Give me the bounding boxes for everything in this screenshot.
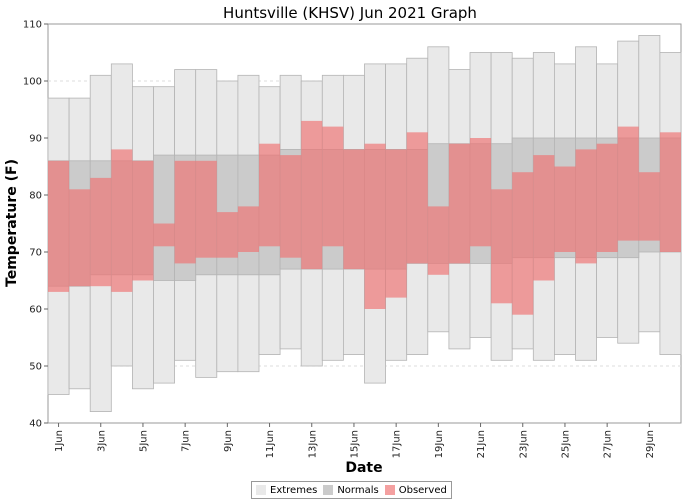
observed-bar [343,149,365,270]
series-observed [48,120,681,315]
observed-bar [237,206,259,252]
observed-bar [322,126,344,247]
observed-bar [153,223,175,247]
observed-bar [195,160,217,258]
observed-bar [301,120,323,270]
y-axis-label: Temperature (F) [4,159,20,287]
x-tick-label: 3Jun [96,430,107,452]
observed-bar [385,149,407,298]
observed-bar [617,126,639,241]
observed-bar [533,155,555,281]
x-tick-label: 27Jun [603,430,614,458]
x-tick-label: 9Jun [223,430,234,452]
x-tick-label: 21Jun [476,430,487,458]
y-tick-label: 100 [23,77,42,88]
chart-legend: Extremes Normals Observed [251,481,452,499]
observed-bar [280,155,302,258]
x-tick-label: 13Jun [307,430,318,458]
normals-bar [153,154,176,281]
y-tick-label: 80 [29,191,42,202]
observed-bar [406,132,428,264]
bar-series [47,35,682,412]
x-tick-label: 17Jun [392,430,403,458]
observed-bar [90,177,112,287]
observed-bar [512,172,534,315]
x-axis-ticks: 1Jun 3Jun 5Jun 7Jun 9Jun 11Jun 13Jun 15Jun 17Jun… [54,423,656,458]
x-tick-label: 11Jun [265,430,276,458]
x-tick-label: 15Jun [349,430,360,458]
observed-bar [554,166,576,252]
y-tick-label: 50 [29,362,42,373]
y-axis-ticks: 40 50 60 70 80 90 100 110 [23,20,48,430]
legend-swatch [256,485,266,495]
legend-swatch [384,485,395,495]
x-tick-label: 7Jun [181,430,192,452]
y-tick-label: 110 [23,20,42,31]
x-tick-label: 1Jun [54,430,65,452]
observed-bar [69,189,91,287]
x-tick-label: 23Jun [518,430,529,458]
observed-bar [132,160,154,281]
observed-bar [448,143,470,264]
y-tick-label: 60 [29,305,42,316]
observed-bar [470,138,492,247]
legend-item-observed: Observed [384,484,447,496]
x-tick-label: 5Jun [138,430,149,452]
chart-title: Huntsville (KHSV) Jun 2021 Graph [223,4,477,22]
y-tick-label: 40 [29,419,42,430]
legend-label: Extremes [270,484,318,496]
observed-bar [259,143,281,247]
legend-label: Normals [337,484,379,496]
legend-swatch [323,485,334,495]
observed-bar [427,206,449,275]
legend-item-normals: Normals [323,484,379,496]
observed-bar [111,149,133,292]
legend-item-extremes: Extremes [256,485,317,496]
y-tick-label: 90 [29,134,42,145]
x-tick-label: 25Jun [560,430,571,458]
y-tick-label: 70 [29,248,42,259]
observed-bar [659,132,681,252]
legend-label: Observed [398,484,447,496]
observed-bar [174,160,196,264]
x-tick-label: 29Jun [645,430,656,458]
x-tick-label: 19Jun [434,430,445,458]
observed-bar [638,172,660,241]
observed-bar [491,189,513,304]
observed-bar [48,160,70,292]
observed-bar [364,143,386,309]
observed-bar [596,143,618,252]
x-axis-label: Date [345,460,382,476]
observed-bar [575,149,597,264]
observed-bar [216,212,238,258]
